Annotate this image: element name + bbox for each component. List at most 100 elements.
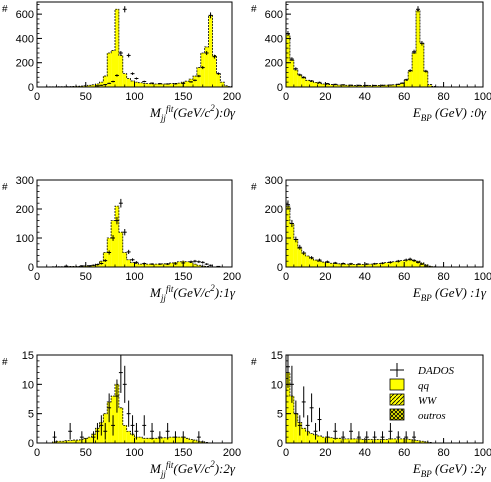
mc-bin	[91, 84, 96, 87]
mc-bin	[165, 263, 170, 267]
mc-bin	[286, 206, 290, 267]
mc-bin	[177, 261, 182, 267]
mc-bin	[87, 437, 92, 443]
mc-bin	[196, 67, 201, 87]
mc-bin	[349, 438, 353, 443]
mc-bin	[173, 83, 178, 87]
data-points	[286, 355, 417, 443]
data-point	[412, 259, 417, 262]
data-point	[107, 250, 112, 255]
data-point	[103, 259, 108, 262]
x-tick-label: 60	[398, 271, 410, 283]
mc-bin	[317, 435, 322, 443]
data-point	[130, 415, 135, 436]
mc-bin	[138, 264, 143, 267]
data-point	[122, 6, 127, 13]
data-point	[118, 198, 123, 208]
data-point	[404, 431, 409, 443]
mc-bin	[165, 437, 170, 443]
mc-bin	[352, 264, 357, 267]
x-tick-label: 20	[319, 447, 331, 459]
mc-bin	[185, 261, 190, 267]
x-tick-label: 0	[283, 271, 289, 283]
mc-bin	[297, 74, 302, 87]
data-point	[404, 78, 409, 81]
data-point	[99, 84, 104, 86]
mc-outline	[37, 8, 233, 88]
mc-bin	[321, 262, 326, 267]
x-tick-label: 200	[223, 271, 241, 283]
mc-bin	[157, 83, 162, 87]
mc-bin	[118, 232, 123, 267]
mc-bin	[416, 261, 420, 267]
mc-bin	[423, 441, 428, 443]
data-point	[122, 365, 127, 403]
mc-bin	[111, 50, 115, 87]
data-point	[408, 257, 413, 261]
data-point	[419, 40, 424, 46]
data-point	[388, 261, 393, 264]
mc-bin	[423, 71, 428, 87]
mc-bin	[384, 262, 389, 267]
mc-bin	[150, 438, 154, 443]
mc-bin	[185, 438, 190, 443]
mc-bin	[293, 413, 298, 443]
mc-bin	[388, 262, 393, 267]
data-point	[204, 50, 209, 56]
data-point	[200, 66, 205, 70]
mc-bin	[68, 440, 73, 443]
data-point	[196, 431, 201, 443]
mc-bin	[376, 439, 381, 443]
data-point	[107, 82, 112, 85]
mc-bin	[345, 85, 350, 87]
data-point	[95, 422, 100, 440]
data-point	[134, 77, 139, 80]
y-tick-label: 15	[22, 350, 34, 362]
data-point	[173, 431, 178, 443]
y-tick-label: 600	[16, 9, 34, 21]
mc-bin	[115, 206, 119, 267]
mc-bin	[384, 85, 389, 87]
data-point	[412, 431, 417, 443]
mc-outline	[285, 205, 483, 268]
mc-bin	[349, 85, 353, 87]
data-point	[111, 415, 115, 436]
data-point	[157, 82, 162, 85]
mc-bin	[138, 437, 143, 443]
x-tick-label: 80	[437, 91, 449, 103]
x-tick-label: 100	[125, 271, 143, 283]
data-point	[99, 415, 104, 436]
histogram-panel-3: 0 50 100 150 200 0 100 200 300 # Mjjfit(GeV/c2):1γ	[2, 175, 241, 303]
legend: DADOS qq WW outros	[389, 363, 455, 422]
x-tick-label: 80	[437, 447, 449, 459]
x-tick-label: 150	[174, 91, 192, 103]
mc-bin	[169, 262, 174, 267]
data-point	[165, 83, 170, 85]
mc-bin	[200, 53, 205, 87]
y-axis-label: #	[251, 4, 257, 15]
x-tick-label: 100	[474, 271, 491, 283]
mc-bin	[193, 264, 197, 267]
data-point	[325, 431, 330, 443]
y-tick-label: 0	[277, 82, 283, 94]
y-tick-label: 200	[16, 58, 34, 70]
data-point	[87, 265, 92, 267]
solid-yellow-box-icon	[389, 378, 405, 391]
histogram-panel-4: 0 20 40 60 80 100 0 100 200 300 # EBP (GeV) :1γ	[251, 175, 491, 303]
mc-bin	[193, 440, 197, 443]
data-point	[356, 84, 361, 86]
mc-bin	[122, 252, 127, 267]
data-point	[52, 431, 57, 443]
mc-bin	[337, 263, 342, 267]
x-tick-label: 20	[319, 91, 331, 103]
mc-bin	[305, 431, 310, 443]
histogram-panel-2: 0 20 40 60 80 100 0 200 400 600 # EBP (GeV) :0γ	[251, 1, 491, 123]
data-points	[286, 200, 428, 267]
data-point	[404, 258, 409, 262]
data-point	[193, 259, 197, 263]
x-axis-label: Mjjfit(GeV/c2):1γ	[149, 283, 236, 303]
mc-bin	[130, 262, 135, 267]
y-tick-label: 0	[277, 262, 283, 274]
data-point	[423, 265, 428, 267]
data-point	[95, 85, 100, 87]
